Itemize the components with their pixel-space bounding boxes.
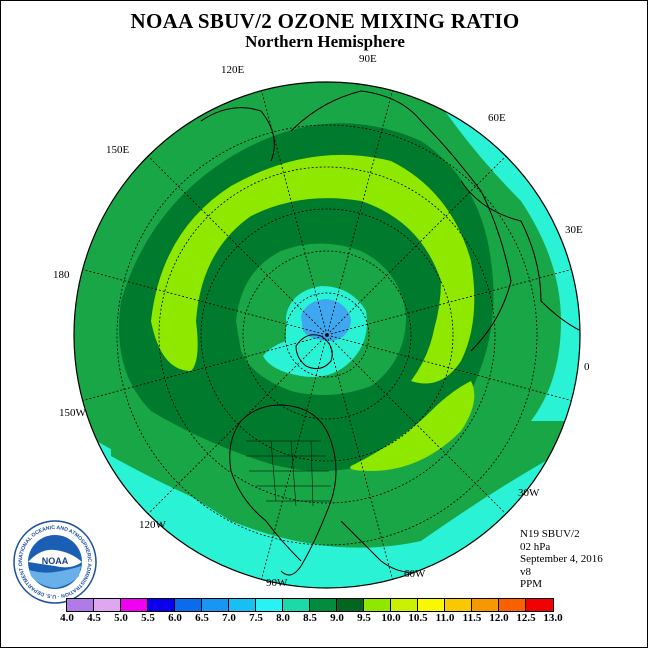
colorbar-swatch [391,599,418,611]
colorbar-tick-label: 4.0 [60,612,74,624]
colorbar-swatch [256,599,283,611]
colorbar-swatch [67,599,94,611]
lon-label-90w: 90W [266,577,288,589]
greenland-outline [295,334,333,370]
colorbar-swatch [283,599,310,611]
colorbar-swatch [472,599,499,611]
info-date: September 4, 2016 [520,553,603,565]
lon-label-150w: 150W [59,407,86,419]
state-borders [246,440,331,507]
lon-label-30e: 30E [565,224,583,236]
info-level: 02 hPa [520,540,551,553]
lon-label-60w: 60W [404,568,426,580]
europe-outline [460,180,580,332]
colorbar-tick-label: 10.0 [381,612,401,624]
colorbar-swatch [202,599,229,611]
caribbean-outline [340,520,422,573]
eurasia-outline [290,90,512,352]
colorbar-swatch [445,599,472,611]
lon-label-180: 180 [53,269,70,281]
band-7-5-core [301,299,351,341]
colorbar-swatch [94,599,121,611]
lon-label-150e: 150E [106,144,130,156]
lon-label-60e: 60E [488,112,506,124]
colorbar-tick-label: 12.0 [489,612,509,624]
colorbar-tick-label: 12.5 [516,612,536,624]
page-title: NOAA SBUV/2 OZONE MIXING RATIO [130,9,520,33]
colorbar-tick-label: 8.5 [303,612,317,624]
colorbar-tick-label: 9.5 [357,612,371,624]
colorbar-tick-label: 5.0 [114,612,128,624]
colorbar-tick-label: 7.0 [222,612,236,624]
lon-label-120w: 120W [139,519,166,531]
colorbar-tick-label: 13.0 [543,612,563,624]
band-9-5-arc [151,154,475,384]
colorbar-swatch [121,599,148,611]
colorbar-tick-label: 9.0 [330,612,344,624]
colorbar [66,598,554,612]
colorbar-tick-label: 8.0 [276,612,290,624]
colorbar-tick-label: 11.5 [462,612,482,624]
logo-text: NOAA [42,556,69,566]
band-9-5-blob [350,381,475,471]
lon-label-30w: 30W [518,487,540,499]
lon-label-0: 0 [584,361,590,373]
colorbar-swatch [526,599,553,611]
info-satellite: N19 SBUV/2 [520,528,580,540]
colorbar-swatch [310,599,337,611]
colorbar-tick-label: 11.0 [435,612,455,624]
north-america-outline [240,404,337,576]
colorbar-tick-label: 4.5 [87,612,101,624]
info-units: PPM [520,578,543,590]
colorbar-tick-label: 6.5 [195,612,209,624]
colorbar-swatch [175,599,202,611]
map-boundary [73,81,581,589]
colorbar-swatch [364,599,391,611]
lon-label-90e: 90E [359,53,377,65]
colorbar-swatch [418,599,445,611]
colorbar-labels: 4.0 4.5 5.0 5.5 6.0 6.5 7.0 7.5 8.0 8.5 9.0 9.5 10.0… [1,612,647,626]
colorbar-swatch [499,599,526,611]
colorbar-tick-label: 7.5 [249,612,263,624]
colorbar-tick-label: 5.5 [141,612,155,624]
noaa-logo-icon: NATIONAL OCEANIC AND ATMOSPHERIC ADMINIS… [13,520,97,604]
siberia-outline [200,107,275,162]
north-america-west-coast [229,420,302,562]
info-version: v8 [520,565,531,578]
colorbar-swatch [229,599,256,611]
colorbar-tick-label: 10.5 [408,612,428,624]
colorbar-tick-label: 6.0 [168,612,182,624]
page-subtitle: Northern Hemisphere [245,32,405,51]
info-block: N19 SBUV/2 02 hPa September 4, 2016 v8 P… [520,528,603,591]
colorbar-swatch [337,599,364,611]
colorbar-swatch [148,599,175,611]
lon-label-120e: 120E [221,64,245,76]
